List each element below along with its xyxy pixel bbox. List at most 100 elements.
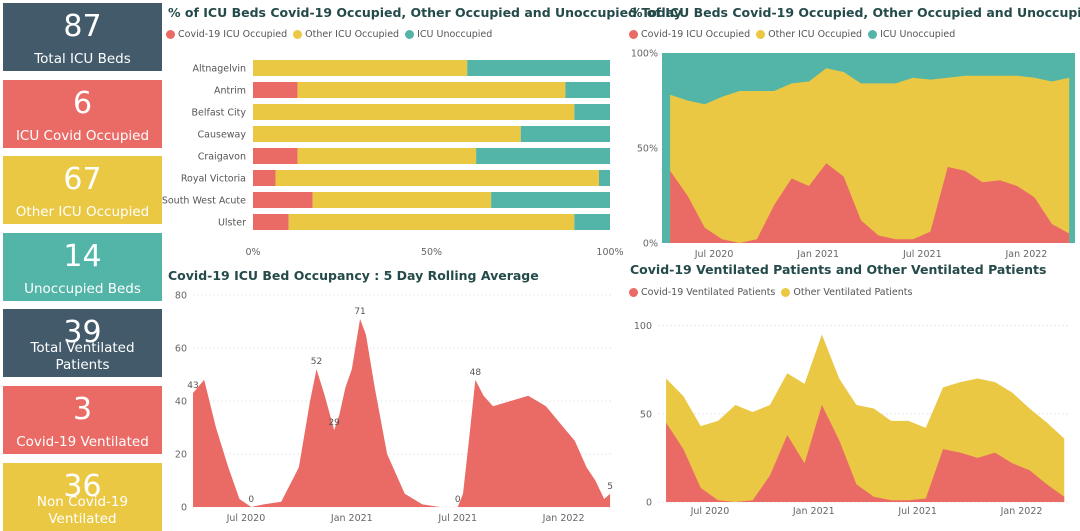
legend-item: Covid-19 Ventilated Patients [629,287,775,298]
kpi-card: 3 Covid-19 Ventilated [3,386,162,454]
bar-segment [253,214,289,230]
area-covid [670,163,1070,243]
bar-category-label: Causeway [198,130,247,141]
legend-label: ICU Unoccupied [880,29,956,40]
today-chart-legend: Covid-19 ICU Occupied Other ICU Occupied I… [166,29,498,40]
kpi-label: Unoccupied Beds [24,280,141,297]
x-tick-label: 0% [245,247,260,258]
data-label: 0 [248,495,254,505]
history-area-chart: 0% 50% 100% Jul 2020 Jan 2021 Jul 2021 Jan 202… [631,49,1075,260]
legend-label: Covid-19 ICU Occupied [178,29,288,40]
x-tick-label: Jul 2020 [690,506,730,517]
legend-item: Covid-19 ICU Occupied [166,29,287,40]
kpi-label: Non Covid-19 Ventilated [36,493,129,527]
legend-item: ICU Unoccupied [405,29,492,40]
ventilated-area-chart: 0 50 100 Jul 2020 Jan 2021 Jul 2021 Jan 2022 [634,321,1070,517]
kpi-label: Other ICU Occupied [15,204,150,221]
legend-item: Other ICU Occupied [756,29,862,40]
x-tick-label: Jan 2021 [330,513,373,524]
y-tick-label: 0 [181,503,187,514]
kpi-card: 67 Other ICU Occupied [3,156,162,225]
history-chart-legend: Covid-19 ICU Occupied Other ICU Occupied I… [629,29,961,40]
x-tick-label: Jul 2021 [902,249,942,260]
kpi-card: 39 Total Ventilated Patients [3,309,162,378]
y-tick-label: 0 [646,498,652,509]
kpi-value: 3 [72,392,93,427]
data-label: 48 [470,368,482,378]
area-covid-rolling [193,318,611,507]
y-tick-label: 60 [175,344,187,355]
bar-segment [253,82,298,98]
kpi-label: Covid-19 Ventilated [16,434,149,450]
x-tick-label: Jul 2021 [437,513,477,524]
y-tick-label: 100% [631,49,658,60]
data-label: 43 [187,381,198,391]
bar-segment [491,192,610,208]
kpi-label: Total Ventilated Patients [30,340,135,374]
x-tick-label: Jan 2022 [1004,249,1047,260]
ventilated-chart-title: Covid-19 Ventilated Patients and Other V… [630,262,1047,277]
legend-swatch [756,30,766,39]
legend-item: Other Ventilated Patients [781,287,912,298]
data-label: 29 [328,418,340,428]
kpi-card: 14 Unoccupied Beds [3,232,162,301]
y-tick-label: 100 [634,321,652,332]
x-tick-label: Jul 2021 [897,506,937,517]
today-bar-chart: Altnagelvin Antrim Belfast City Causeway Cra… [162,60,624,258]
bar-segment [476,148,610,164]
kpi-card: 6 ICU Covid Occupied [3,79,162,148]
y-tick-label: 50 [640,409,652,420]
bar-segment [467,60,610,76]
bar-category-label: South West Acute [162,196,246,207]
data-label: 0 [455,495,461,505]
legend-label: Other ICU Occupied [305,29,400,40]
y-tick-label: 50% [637,144,658,155]
bar-category-label: Belfast City [192,108,247,119]
bar-segment [253,170,276,186]
area-covid-ventilated [666,405,1065,502]
data-label: 52 [311,357,322,367]
kpi-value: 14 [63,238,102,274]
bar-segment [574,104,610,120]
legend-swatch [629,288,638,297]
kpi-card: 36 Non Covid-19 Ventilated [3,462,162,531]
legend-swatch [629,30,638,39]
legend-swatch [781,288,791,297]
y-tick-label: 20 [175,450,187,461]
bar-segment [574,214,610,230]
bar-segment [312,192,492,208]
bar-category-label: Altnagelvin [192,64,246,75]
legend-swatch [166,30,175,39]
bar-segment [297,148,477,164]
legend-label: Other ICU Occupied [768,29,863,40]
bar-segment [288,214,575,230]
bar-segment [253,192,313,208]
x-tick-label: Jan 2021 [796,249,839,260]
bar-segment [253,126,521,142]
data-label: 71 [354,307,365,317]
y-tick-label: 80 [175,291,187,302]
x-tick-label: Jul 2020 [694,249,734,260]
bar-segment [598,170,610,186]
legend-label: Other Ventilated Patients [793,287,913,298]
legend-label: Covid-19 Ventilated Patients [641,287,776,298]
x-tick-label: 100% [596,247,623,258]
kpi-label: ICU Covid Occupied [15,127,150,144]
bar-category-label: Antrim [214,86,246,97]
bar-segment [565,82,610,98]
rolling-area-chart: 0 20 40 60 80 43 0 52 29 71 0 48 5 Jul 2020 Jan 2021 Ju… [175,291,613,524]
x-tick-label: Jan 2022 [542,513,585,524]
legend-item: Other ICU Occupied [293,29,399,40]
x-tick-label: Jan 2022 [1000,506,1043,517]
x-tick-label: Jul 2020 [226,513,266,524]
y-tick-label: 40 [175,397,187,408]
kpi-card: 87 Total ICU Beds [3,3,162,71]
data-label: 5 [607,482,613,492]
ventilated-chart-legend: Covid-19 Ventilated Patients Other Ventil… [629,287,918,298]
kpi-value: 87 [63,9,102,44]
bar-category-label: Ulster [218,218,246,229]
x-tick-label: Jan 2021 [792,506,835,517]
kpi-value: 67 [63,162,102,198]
rolling-chart-title: Covid-19 ICU Bed Occupancy : 5 Day Rolli… [168,268,539,283]
legend-label: Covid-19 ICU Occupied [641,29,751,40]
